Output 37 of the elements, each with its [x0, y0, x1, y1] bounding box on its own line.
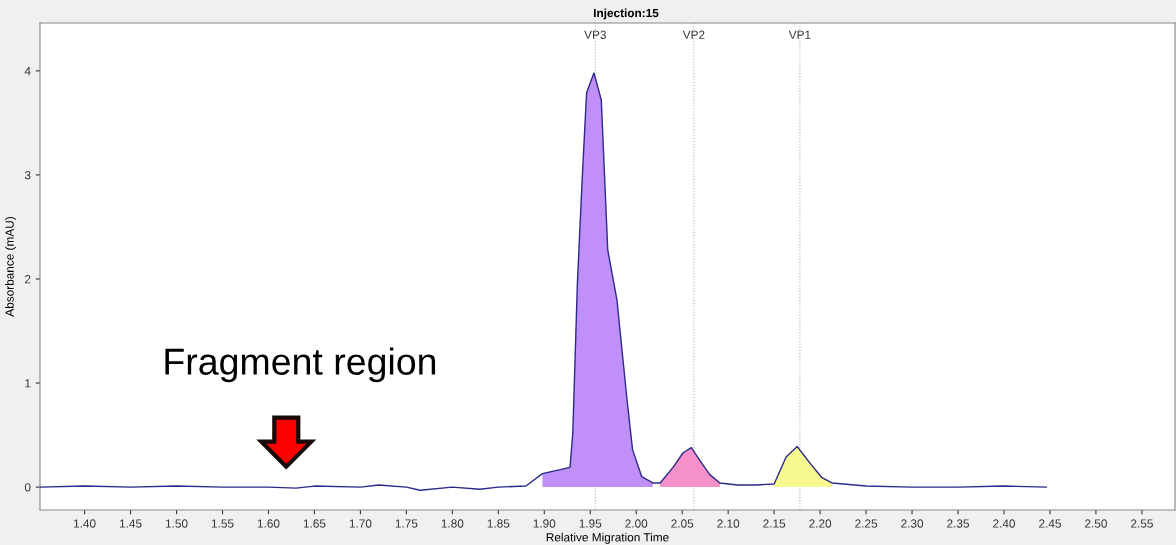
x-tick-label: 2.20: [809, 519, 832, 528]
x-tick-label: 1.85: [487, 519, 510, 528]
x-tick-label: 2.05: [671, 519, 694, 528]
y-tick-label: 0: [24, 483, 31, 492]
x-tick-label: 2.10: [717, 519, 740, 528]
x-tick-label: 1.65: [303, 519, 326, 528]
x-tick-label: 2.15: [763, 519, 786, 528]
x-tick-label: 1.95: [579, 519, 602, 528]
x-tick-label: 1.50: [165, 519, 188, 528]
ref-line-label: VP3: [584, 30, 606, 39]
y-tick-label: 2: [25, 275, 31, 284]
y-axis-title: Absorbance (mAU): [5, 217, 17, 317]
x-tick-label: 2.50: [1085, 519, 1107, 528]
x-axis-title: Relative Migration Time: [546, 532, 669, 544]
x-tick-label: 1.75: [395, 519, 418, 528]
x-tick-label: 1.70: [349, 519, 372, 528]
annotation: Fragment region: [165, 347, 436, 383]
x-tick-label: 2.55: [1131, 519, 1153, 528]
ref-line-label: VP2: [682, 30, 705, 39]
x-tick-label: 1.45: [119, 519, 142, 528]
y-tick-label: 3: [24, 170, 31, 180]
line-series: [40, 72, 1047, 491]
x-tick-label: 2.25: [855, 519, 878, 528]
x-tick-label: 1.60: [257, 519, 280, 528]
y-tick-label: 1: [25, 379, 31, 388]
ref-line-label: VP1: [788, 30, 811, 39]
x-tick-label: 1.90: [533, 519, 556, 528]
chart-title: Injection:15: [593, 8, 659, 20]
y-tick-label: 4: [24, 67, 31, 76]
x-tick-label: 1.80: [441, 519, 464, 528]
x-tick-label: 2.45: [1039, 519, 1061, 528]
x-tick-label: 2.35: [947, 519, 970, 528]
x-tick-label: 2.30: [901, 519, 924, 528]
x-tick-label: 2.40: [993, 519, 1016, 528]
x-tick-label: 2.00: [625, 519, 648, 528]
x-tick-label: 1.55: [211, 519, 234, 528]
x-tick-label: 1.40: [74, 519, 96, 528]
